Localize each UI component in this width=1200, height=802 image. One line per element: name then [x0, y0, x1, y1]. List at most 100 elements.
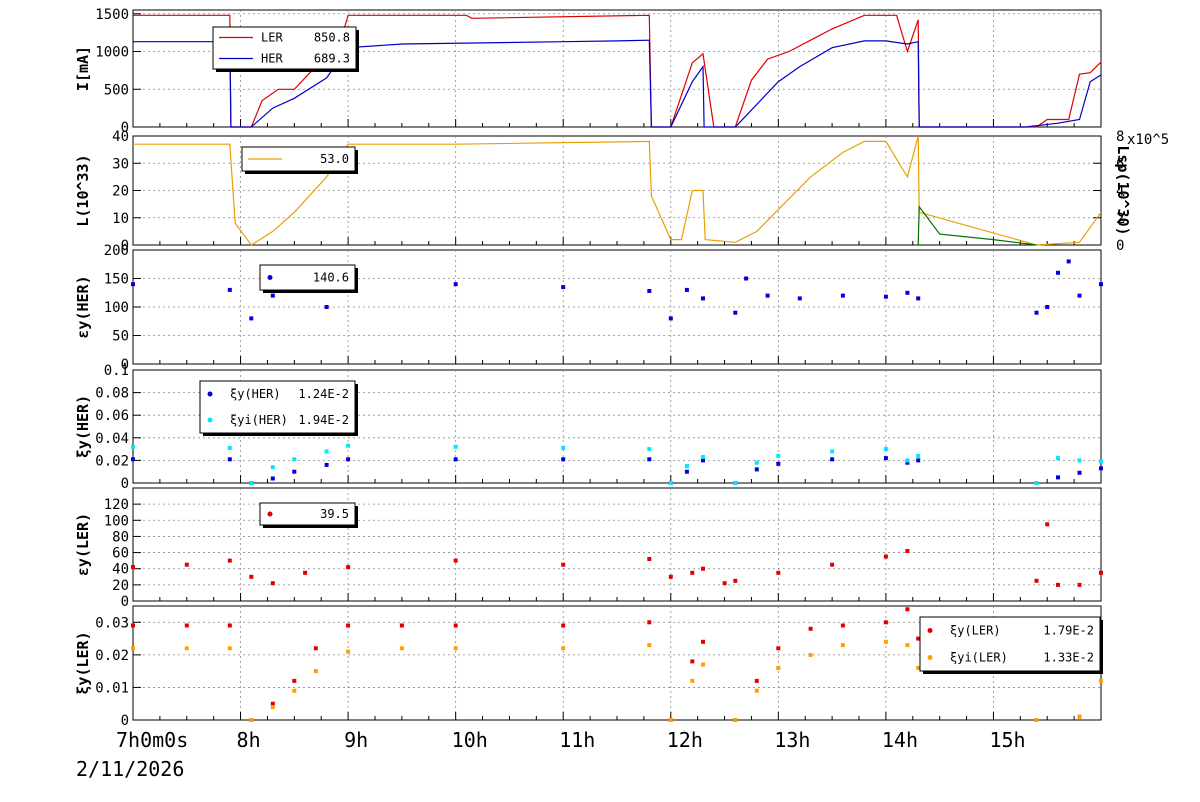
data-point	[883, 554, 888, 559]
data-point	[690, 678, 695, 683]
data-point	[1056, 270, 1060, 275]
data-point	[647, 620, 652, 625]
legend-dot-marker	[267, 511, 273, 517]
data-point	[313, 669, 318, 674]
x-tick-label: 9h	[344, 728, 368, 752]
data-point	[1099, 678, 1103, 683]
x-tick-label: 13h	[774, 728, 810, 752]
y2-tick-label: 4	[1116, 184, 1124, 200]
data-point	[561, 646, 566, 651]
data-point	[453, 444, 458, 449]
data-point	[270, 701, 275, 706]
data-point	[227, 558, 232, 563]
data-point	[684, 287, 689, 292]
data-point	[561, 285, 566, 290]
data-point	[776, 570, 781, 575]
data-point	[808, 626, 813, 631]
data-point	[1099, 459, 1103, 464]
data-point	[1045, 305, 1050, 309]
legend-box	[259, 502, 356, 526]
data-point	[840, 643, 845, 648]
data-point	[561, 457, 566, 462]
data-point	[184, 562, 189, 567]
data-point	[453, 558, 458, 563]
legend-name: ξy(LER)	[950, 624, 1001, 638]
data-point	[1045, 522, 1050, 527]
legend-dot-marker	[927, 655, 933, 660]
panel-4: 0 0.02 0.04 0.06 0.08 0.1 ξy(HER) ξy(HER) 1.24E-…	[74, 363, 1103, 492]
data-point	[561, 562, 566, 567]
data-point	[754, 688, 759, 693]
y-tick-label: 0.03	[95, 615, 129, 631]
y-tick-label: 20	[112, 184, 129, 200]
data-point	[883, 620, 888, 625]
data-point	[270, 465, 275, 470]
y-tick-label: 40	[112, 562, 129, 578]
y-tick-label: 0	[121, 594, 129, 610]
data-point	[399, 646, 404, 651]
legend-value: 1.24E-2	[298, 387, 349, 401]
data-point	[561, 623, 566, 628]
data-point	[184, 623, 189, 628]
data-point	[797, 296, 802, 301]
data-point	[184, 646, 189, 651]
data-point	[453, 457, 458, 462]
data-point	[1077, 582, 1082, 587]
y-tick-label: 0.02	[95, 648, 129, 664]
data-point	[765, 293, 770, 298]
data-point	[754, 467, 759, 472]
data-point	[324, 462, 329, 467]
y-axis-label: L(10^33)	[74, 154, 92, 226]
y-tick-label: 20	[112, 578, 129, 594]
data-point	[227, 646, 232, 651]
legend-name: HER	[261, 52, 283, 66]
x-tick-label: 14h	[882, 728, 918, 752]
data-point	[830, 457, 835, 462]
data-point	[776, 453, 781, 458]
data-point	[270, 293, 275, 298]
legend: 140.6	[259, 264, 358, 293]
data-point	[830, 562, 835, 567]
data-point	[1034, 578, 1039, 583]
data-point	[453, 646, 458, 651]
x-tick-label: 12h	[667, 728, 703, 752]
data-point	[1077, 458, 1082, 463]
data-point	[830, 449, 835, 454]
data-point	[1066, 259, 1071, 264]
data-point	[754, 460, 759, 465]
data-point	[701, 458, 705, 463]
series-points-1	[131, 522, 1103, 587]
data-point	[733, 578, 738, 583]
data-point	[292, 457, 297, 462]
y-tick-label: 0	[121, 120, 129, 136]
data-point	[453, 282, 458, 287]
data-point	[227, 623, 232, 628]
data-point	[883, 639, 888, 644]
data-point	[270, 581, 275, 586]
y-tick-label: 150	[104, 272, 129, 288]
data-point	[249, 574, 254, 579]
data-point	[647, 289, 652, 293]
y-tick-label: 80	[112, 529, 129, 545]
y-tick-label: 100	[104, 300, 129, 316]
data-point	[1056, 475, 1060, 480]
data-point	[346, 565, 351, 570]
y-axis-label: ξy(HER)	[74, 395, 92, 458]
panel-3: 0 50 100 150 200 εy(HER) 140.6	[74, 243, 1103, 373]
data-point	[701, 566, 705, 571]
legend-name: LER	[261, 31, 283, 45]
data-point	[346, 457, 351, 462]
y-tick-label: 40	[112, 129, 129, 145]
data-point	[647, 643, 652, 648]
data-point	[292, 469, 297, 474]
y2-exponent: x10^5	[1127, 132, 1169, 148]
y-tick-label: 0.01	[95, 680, 129, 696]
legend: ξy(LER) 1.79E-2 ξyi(LER) 1.33E-2	[919, 616, 1103, 674]
data-point	[754, 678, 759, 683]
data-point	[776, 461, 781, 466]
data-point	[1099, 282, 1103, 287]
y-tick-label: 120	[104, 497, 129, 513]
